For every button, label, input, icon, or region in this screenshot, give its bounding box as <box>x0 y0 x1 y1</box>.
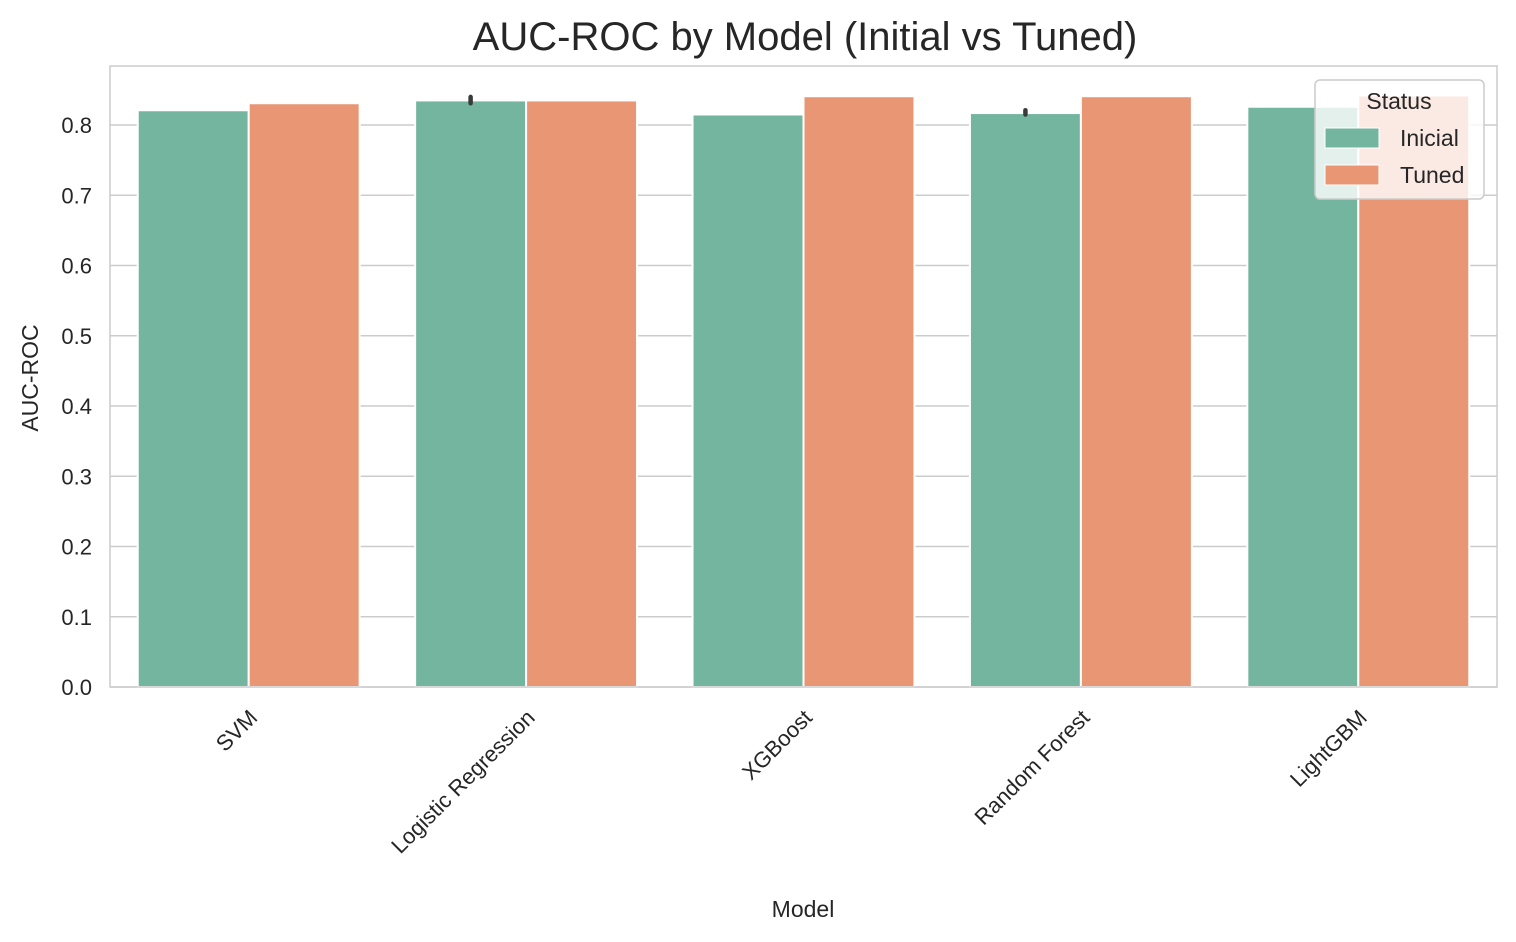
y-axis-label: AUC-ROC <box>17 324 43 431</box>
y-tick-label: 0.3 <box>61 464 92 489</box>
legend-swatch-tuned <box>1324 164 1380 186</box>
y-axis-ticks: 0.0 0.1 0.2 0.3 0.4 0.5 0.6 0.7 0.8 <box>61 113 92 700</box>
bar-inicial-svm <box>136 109 250 689</box>
plot-frame <box>109 65 1498 688</box>
y-tick-label: 0.0 <box>61 675 92 700</box>
x-axis-label: Model <box>772 896 835 922</box>
bars <box>136 94 1471 689</box>
legend-swatch-inicial <box>1324 127 1380 149</box>
y-tick-label: 0.5 <box>61 324 92 349</box>
y-tick-label: 0.8 <box>61 113 92 138</box>
bar-inicial-xgboost <box>691 113 805 688</box>
x-axis-ticks: SVM Logistic Regression XGBoost Random Fore… <box>211 705 1372 858</box>
bar-inicial-random-forest <box>968 112 1082 688</box>
x-tick-label: XGBoost <box>737 705 817 785</box>
chart-title: AUC-ROC by Model (Initial vs Tuned) <box>473 15 1138 59</box>
bar-tuned-svm <box>247 102 361 689</box>
x-tick-label: Random Forest <box>970 705 1095 830</box>
x-tick-label: SVM <box>211 705 262 756</box>
x-tick-label: Logistic Regression <box>386 705 539 858</box>
y-tick-label: 0.7 <box>61 183 92 208</box>
bar-inicial-logistic-regression <box>414 99 528 689</box>
legend-label-tuned: Tuned <box>1400 162 1464 188</box>
bar-tuned-xgboost <box>802 95 916 688</box>
bar-tuned-logistic-regression <box>525 99 639 689</box>
y-tick-label: 0.4 <box>61 394 92 419</box>
legend: Status Inicial Tuned <box>1314 79 1485 200</box>
y-tick-label: 0.1 <box>61 605 92 630</box>
legend-label-inicial: Inicial <box>1400 125 1459 151</box>
bar-tuned-random-forest <box>1079 95 1193 688</box>
error-bars <box>468 94 1028 117</box>
y-tick-label: 0.2 <box>61 535 92 560</box>
y-tick-label: 0.6 <box>61 254 92 279</box>
x-tick-label: LightGBM <box>1285 705 1372 792</box>
legend-title: Status <box>1366 88 1431 114</box>
